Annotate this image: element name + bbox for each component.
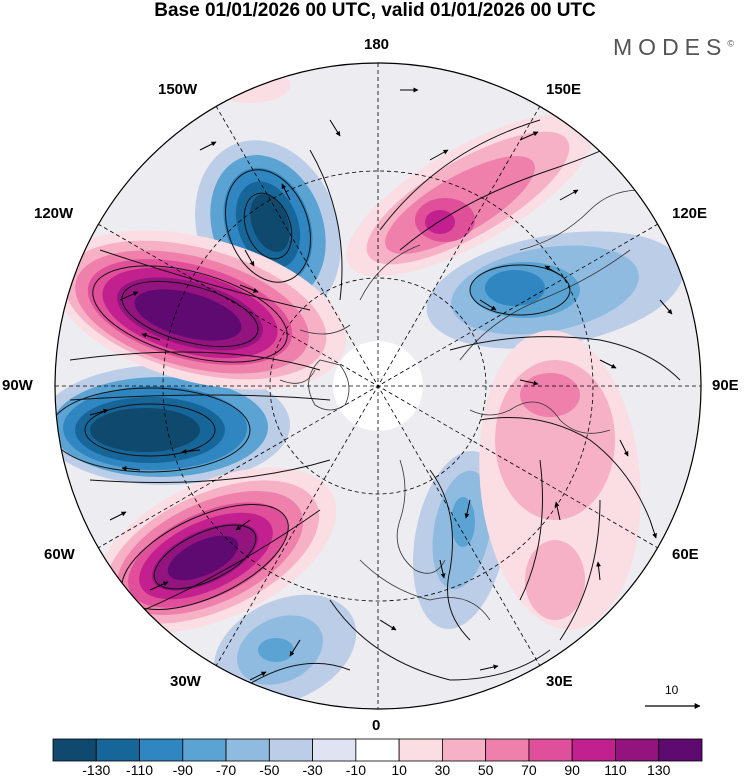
positive-anomaly-150e [346,113,594,277]
positive-anomaly-120w [55,230,347,390]
brand-logo: MODES© [613,34,734,61]
colorbar-tick-label: -110 [126,762,154,778]
graticule [55,63,701,709]
colorbar-tick-label: -70 [215,762,237,778]
colorbar-swatch [398,738,443,762]
positive-anomaly-60e [479,330,641,630]
colorbar-swatch [485,738,530,762]
reference-vector-label: 10 [665,683,679,697]
colorbar-tick-label: 110 [604,762,627,778]
lon-label-120w: 120W [34,205,74,222]
map-title: Base 01/01/2026 00 UTC, valid 01/01/2026… [154,0,596,21]
colorbar-tick-label: 50 [477,762,494,778]
colorbar-swatch [52,738,97,762]
anomaly-field [55,63,701,709]
brand-name: MODES [613,34,728,60]
colorbar-tick-label: -50 [259,762,280,778]
lon-label-180: 180 [364,36,390,53]
negative-anomaly-30w [213,594,357,706]
colorbar-swatch [95,738,140,762]
lon-label-0: 0 [372,717,381,734]
colorbar-tick-label: 90 [564,762,580,778]
colorbar-tick-label: -90 [172,762,193,778]
colorbar-tick-label: 130 [647,762,671,778]
colorbar-swatch [615,738,660,762]
lon-label-150w: 150W [158,81,198,98]
colorbar-tick-label: -130 [82,762,111,778]
colorbar-swatch [225,738,270,762]
colorbar-swatch [268,738,314,762]
colorbar-tick-label: 30 [434,762,451,778]
colorbar-tick-label: -30 [302,762,323,778]
lon-label-150e: 150E [546,81,582,98]
colorbar-swatch [571,738,616,762]
lon-label-90w: 90W [2,377,33,394]
lon-label-90e: 90E [712,377,739,394]
colorbar-swatch [312,738,357,762]
colorbar-tick-label: -10 [345,762,366,778]
wind-arrows [89,87,673,681]
colorbar-swatch [441,738,487,762]
lon-label-60e: 60E [672,546,699,563]
colorbar-tick-label: 10 [391,762,407,778]
colorbar-swatch [528,738,573,762]
colorbar-swatch [139,738,184,762]
lon-label-30w: 30W [170,673,201,690]
colorbar [52,738,703,762]
colorbar-swatch [658,738,703,762]
positive-anomaly-180 [210,67,290,103]
lon-label-60w: 60W [44,546,75,563]
map-border [54,62,702,710]
lon-label-30e: 30E [546,673,573,690]
copyright-mark: © [727,38,734,49]
colorbar-tick-label: 70 [521,762,537,778]
colorbar-swatch [355,738,400,762]
colorbar-swatch [182,738,227,762]
lon-label-120e: 120E [672,205,708,222]
